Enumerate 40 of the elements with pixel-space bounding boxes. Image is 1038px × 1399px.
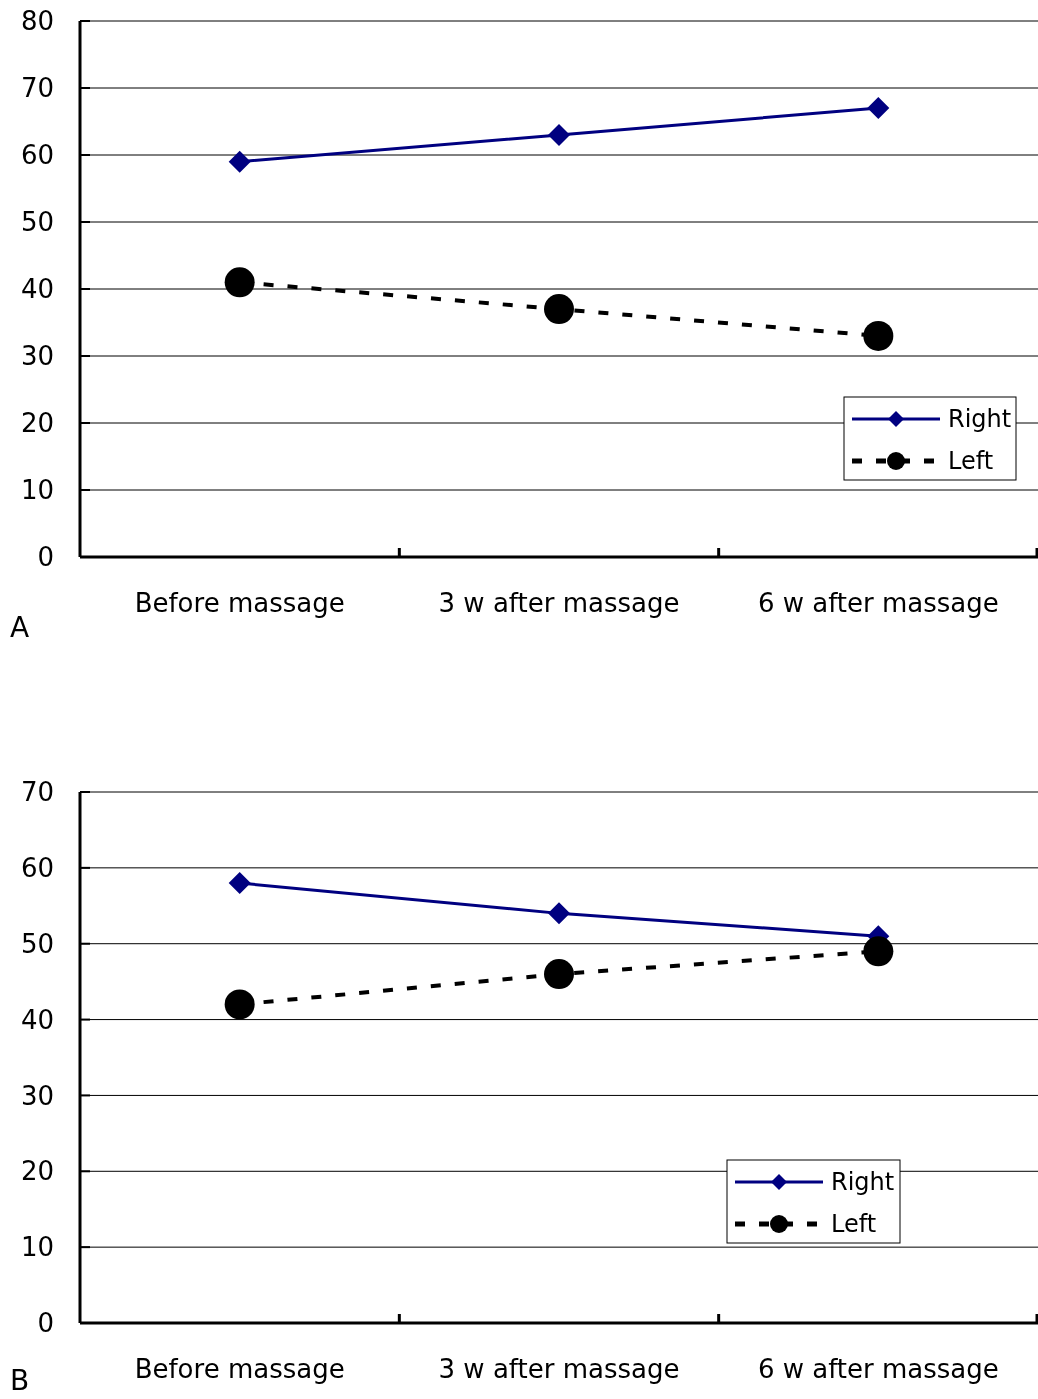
y-tick-label: 80 xyxy=(20,6,54,37)
legend-label: Right xyxy=(948,405,1012,434)
y-tick-label: 10 xyxy=(20,1232,54,1263)
y-tick-label: 70 xyxy=(20,73,54,104)
point xyxy=(224,267,255,298)
point xyxy=(228,872,251,895)
y-tick-label: 50 xyxy=(20,928,54,959)
y-tick-label: 20 xyxy=(20,408,54,439)
text: B xyxy=(10,1364,30,1397)
y-tick-label: 50 xyxy=(20,207,54,238)
point xyxy=(548,902,570,925)
x-tick-label: 3 w after massage xyxy=(438,1354,680,1384)
point xyxy=(863,320,894,351)
legend-label: Right xyxy=(831,1168,895,1197)
y-tick-label: 40 xyxy=(20,1004,54,1035)
y-tick-label: 60 xyxy=(20,140,54,171)
point xyxy=(863,936,894,967)
y-tick-label: 20 xyxy=(20,1156,54,1187)
y-tick-label: 30 xyxy=(20,341,54,372)
point xyxy=(544,294,574,325)
y-tick-label: 60 xyxy=(20,852,54,883)
y-tick-label: 30 xyxy=(20,1080,54,1111)
point xyxy=(867,97,890,120)
point xyxy=(224,989,255,1020)
x-tick-label: 6 w after massage xyxy=(757,1354,999,1384)
point xyxy=(548,123,570,146)
x-tick-label: Before massage xyxy=(134,1354,345,1384)
x-tick-label: 3 w after massage xyxy=(438,588,680,618)
legend-label: Left xyxy=(948,447,994,476)
legend-label: Left xyxy=(831,1210,877,1239)
text: A xyxy=(10,611,30,644)
y-tick-label: 70 xyxy=(20,777,54,808)
y-tick-label: 0 xyxy=(37,542,54,573)
x-tick-label: 6 w after massage xyxy=(757,588,999,618)
x-tick-label: Before massage xyxy=(134,588,345,618)
point xyxy=(228,150,251,173)
y-tick-label: 0 xyxy=(37,1308,54,1339)
y-tick-label: 40 xyxy=(20,274,54,305)
y-tick-label: 10 xyxy=(20,475,54,506)
point xyxy=(544,959,574,990)
